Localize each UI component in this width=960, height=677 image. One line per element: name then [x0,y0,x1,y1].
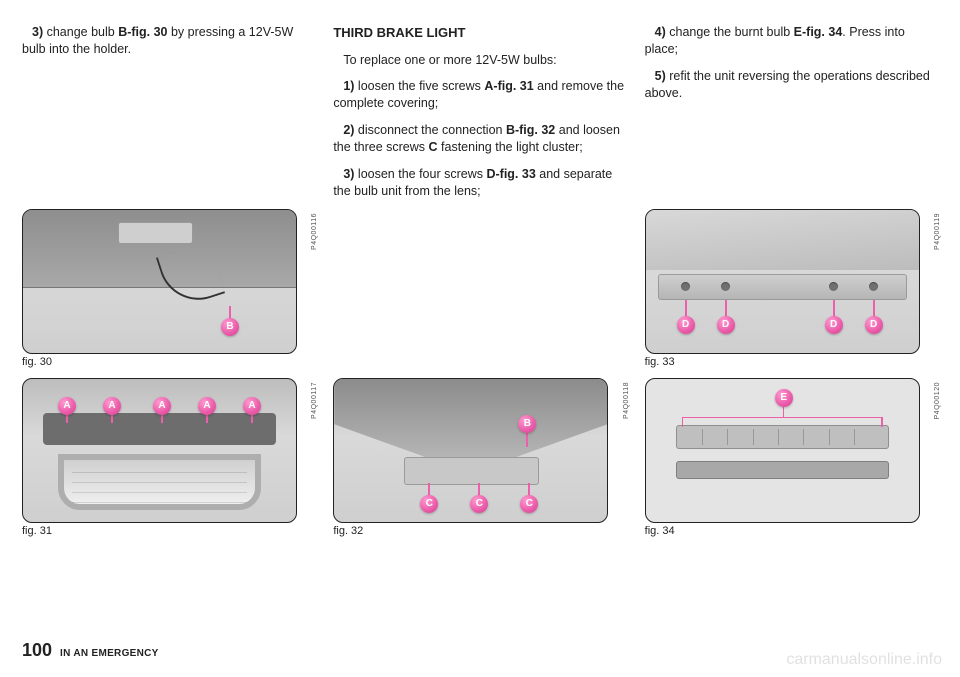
page-number: 100 [22,640,52,661]
col2-p4: 3) loosen the four screws D-fig. 33 and … [333,166,626,200]
col3-p1: 4) change the burnt bulb E-fig. 34. Pres… [645,24,938,58]
callout-d: D [677,316,695,334]
callout-c: C [420,495,438,513]
col2-p1: To replace one or more 12V-5W bulbs: [333,52,626,69]
col3-p2: 5) refit the unit reversing the operatio… [645,68,938,102]
figure-34-caption: fig. 34 [645,525,938,537]
figure-31-image: A A A A A [22,378,297,523]
figure-34-image: E [645,378,920,523]
figure-34-code: P4Q00120 [934,382,941,419]
callout-a: A [103,397,121,415]
callout-a: A [58,397,76,415]
callout-d: D [717,316,735,334]
callout-a: A [153,397,171,415]
callout-d: D [865,316,883,334]
figure-30: B P4Q00116 fig. 30 [22,209,315,368]
col2-p2: 1) loosen the five screws A-fig. 31 and … [333,78,626,112]
figure-32-caption: fig. 32 [333,525,626,537]
col1-text: 3) change bulb B-fig. 30 by pressing a 1… [22,24,315,68]
column-3: 4) change the burnt bulb E-fig. 34. Pres… [645,24,938,541]
page-body: 3) change bulb B-fig. 30 by pressing a 1… [0,0,960,541]
figure-32-image: B C C C [333,378,608,523]
col1-figures: B P4Q00116 fig. 30 A [22,209,315,541]
figure-30-caption: fig. 30 [22,356,315,368]
col3-text: 4) change the burnt bulb E-fig. 34. Pres… [645,24,938,112]
figure-33-caption: fig. 33 [645,356,938,368]
page-footer: 100 IN AN EMERGENCY [22,640,159,661]
callout-b: B [221,318,239,336]
col2-text: THIRD BRAKE LIGHT To replace one or more… [333,24,626,210]
callout-c: C [520,495,538,513]
figure-32: B C C C P4Q00118 fig. 32 [333,378,626,537]
figure-31: A A A A A P4Q00117 fig. 31 [22,378,315,537]
callout-e: E [775,389,793,407]
callout-c: C [470,495,488,513]
column-1: 3) change bulb B-fig. 30 by pressing a 1… [22,24,315,541]
step-num: 3) [32,25,43,39]
col2-heading: THIRD BRAKE LIGHT [333,24,626,42]
callout-a: A [198,397,216,415]
figure-30-code: P4Q00116 [311,213,318,250]
figure-32-code: P4Q00118 [623,382,630,419]
watermark: carmanualsonline.info [786,651,942,669]
col2-p3: 2) disconnect the connection B-fig. 32 a… [333,122,626,156]
column-2: THIRD BRAKE LIGHT To replace one or more… [333,24,626,541]
callout-b: B [518,415,536,433]
figure-33: D D D D P4Q00119 fig. 33 [645,209,938,368]
figure-31-caption: fig. 31 [22,525,315,537]
callout-d: D [825,316,843,334]
figure-34: E P4Q00120 fig. 34 [645,378,938,537]
figure-31-code: P4Q00117 [311,382,318,419]
figure-30-image: B [22,209,297,354]
col2-figures: B C C C P4Q00118 fig. 32 [333,210,626,541]
figure-33-code: P4Q00119 [934,213,941,250]
col3-figures: D D D D P4Q00119 fig. 33 [645,209,938,541]
col1-p1: 3) change bulb B-fig. 30 by pressing a 1… [22,24,315,58]
callout-a: A [243,397,261,415]
section-title: IN AN EMERGENCY [60,648,159,659]
figure-33-image: D D D D [645,209,920,354]
